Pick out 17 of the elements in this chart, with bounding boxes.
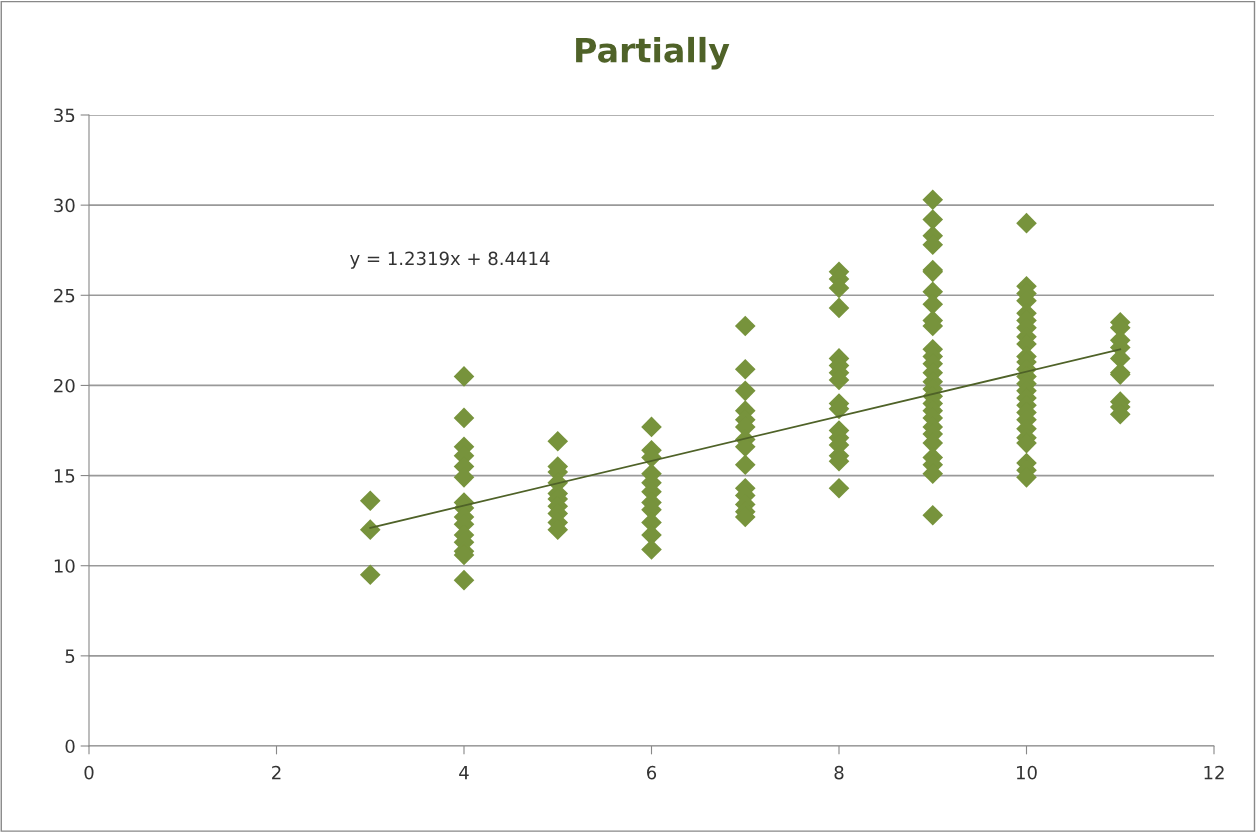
y-tick-label: 35 bbox=[54, 108, 75, 123]
y-tick-label: 15 bbox=[54, 469, 75, 483]
annotation: y = 1.2319x + 8.4414 bbox=[350, 251, 550, 269]
x-tick-label: 0 bbox=[84, 765, 94, 780]
x-tick-label: 10 bbox=[1017, 765, 1037, 780]
x-tick-label: 12 bbox=[1204, 765, 1224, 780]
x-tick-label: 8 bbox=[834, 765, 844, 780]
chart-title: Partially bbox=[576, 36, 730, 70]
x-tick-label: 2 bbox=[272, 765, 281, 780]
x-tick-label: 6 bbox=[647, 765, 657, 780]
y-tick-label: 30 bbox=[54, 198, 75, 213]
y-tick-label: 25 bbox=[54, 288, 75, 303]
y-tick-label: 0 bbox=[65, 739, 75, 754]
y-tick-label: 10 bbox=[54, 559, 75, 573]
y-tick-label: 20 bbox=[54, 378, 75, 393]
y-tick-label: 5 bbox=[65, 649, 75, 663]
x-tick-label: 4 bbox=[459, 766, 469, 780]
